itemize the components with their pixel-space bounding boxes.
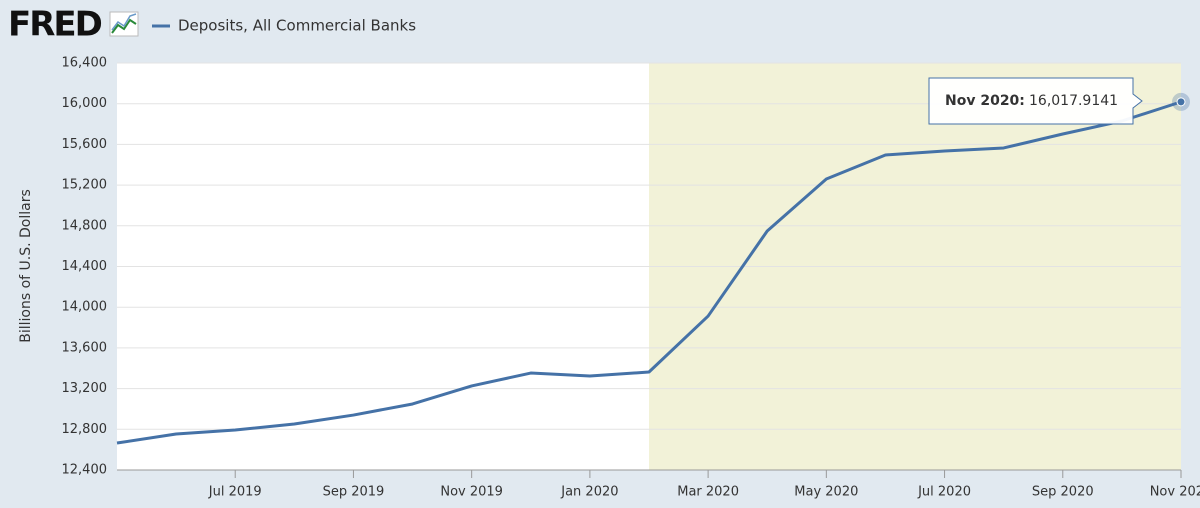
legend-label: Deposits, All Commercial Banks [178, 17, 416, 35]
hover-point [1176, 97, 1186, 107]
y-tick-label: 13,200 [62, 381, 108, 396]
y-tick-label: 16,000 [62, 96, 108, 111]
data-line [116, 100, 1182, 445]
tooltip-box [928, 77, 1143, 125]
y-tick-label: 12,400 [62, 463, 108, 478]
logo[interactable]: FRED [8, 5, 104, 45]
tooltip-label: Nov 2020: [945, 93, 1025, 109]
y-tick-label: 12,800 [62, 422, 108, 437]
x-tick-label: Jul 2019 [208, 485, 262, 500]
y-tick-label: 13,600 [62, 340, 108, 355]
x-tick-label: Sep 2019 [323, 485, 385, 500]
y-tick-label: 16,400 [62, 56, 108, 71]
y-axis-title: Billions of U.S. Dollars [18, 189, 34, 343]
x-tick-label: Jan 2020 [560, 485, 618, 500]
x-tick-label: Nov 2019 [440, 485, 503, 500]
tooltip-value: 16,017.9141 [1029, 93, 1118, 109]
legend: Deposits, All Commercial Banks [152, 17, 416, 35]
y-tick-label: 14,800 [62, 218, 108, 233]
x-tick-label: May 2020 [794, 485, 858, 500]
x-tick-label: Sep 2020 [1032, 485, 1094, 500]
logo-icon [109, 11, 139, 37]
y-tick-label: 15,200 [62, 178, 108, 193]
x-tick-label: Nov 2020 [1150, 485, 1200, 500]
y-tick-label: 14,400 [62, 259, 108, 274]
x-tick-label: Jul 2020 [917, 485, 971, 500]
y-tick-label: 14,000 [62, 300, 108, 315]
y-tick-label: 15,600 [62, 137, 108, 152]
x-tick-label: Mar 2020 [677, 485, 739, 500]
